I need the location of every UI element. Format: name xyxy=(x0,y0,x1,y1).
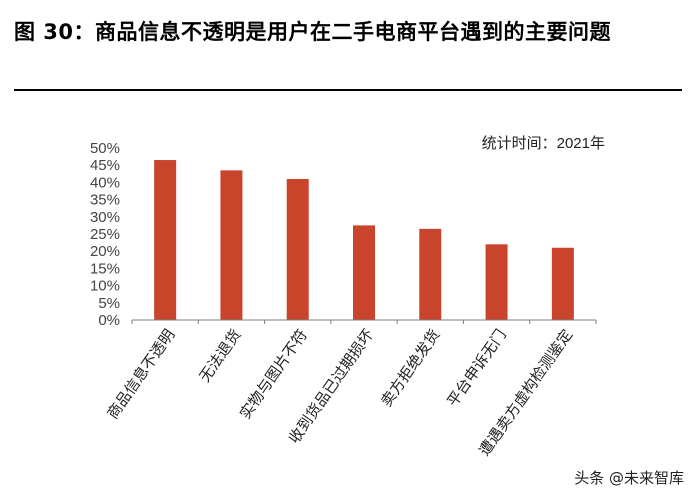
bar xyxy=(485,244,508,320)
x-category-label: 商品信息不透明 xyxy=(103,326,178,422)
y-tick-label: 45% xyxy=(90,157,120,174)
y-tick-label: 40% xyxy=(90,174,120,191)
bar xyxy=(286,178,309,320)
x-category-label: 卖方拒绝发货 xyxy=(377,326,443,410)
y-tick-label: 35% xyxy=(90,192,120,209)
watermark: 头条 @未来智库 xyxy=(574,467,684,488)
x-axis-tick-marks xyxy=(131,320,597,324)
y-tick-label: 15% xyxy=(90,260,120,277)
x-category-label: 实物与图片不符 xyxy=(236,326,311,422)
x-category-label: 无法退货 xyxy=(196,326,245,385)
y-tick-label: 30% xyxy=(90,209,120,226)
watermark-text: 头条 @未来智库 xyxy=(574,469,684,487)
bars xyxy=(154,160,574,320)
figure-title: 图 30：商品信息不透明是用户在二手电商平台遇到的主要问题 xyxy=(14,20,612,44)
bar xyxy=(353,225,375,320)
y-tick-label: 20% xyxy=(90,243,120,260)
bar xyxy=(551,247,574,320)
chart-note: 统计时间：2021年 xyxy=(482,135,605,152)
x-category-label: 平台申诉无门 xyxy=(443,326,509,410)
y-axis-ticks: 0%5%10%15%20%25%30%35%40%45%50% xyxy=(90,140,120,329)
y-tick-label: 25% xyxy=(90,226,120,243)
y-tick-label: 5% xyxy=(98,295,120,312)
bar xyxy=(154,160,177,320)
bar xyxy=(220,170,243,320)
y-tick-label: 0% xyxy=(98,312,120,329)
y-tick-label: 10% xyxy=(90,278,120,295)
y-tick-label: 50% xyxy=(90,140,120,157)
title-divider xyxy=(14,89,682,91)
bar xyxy=(419,228,442,320)
